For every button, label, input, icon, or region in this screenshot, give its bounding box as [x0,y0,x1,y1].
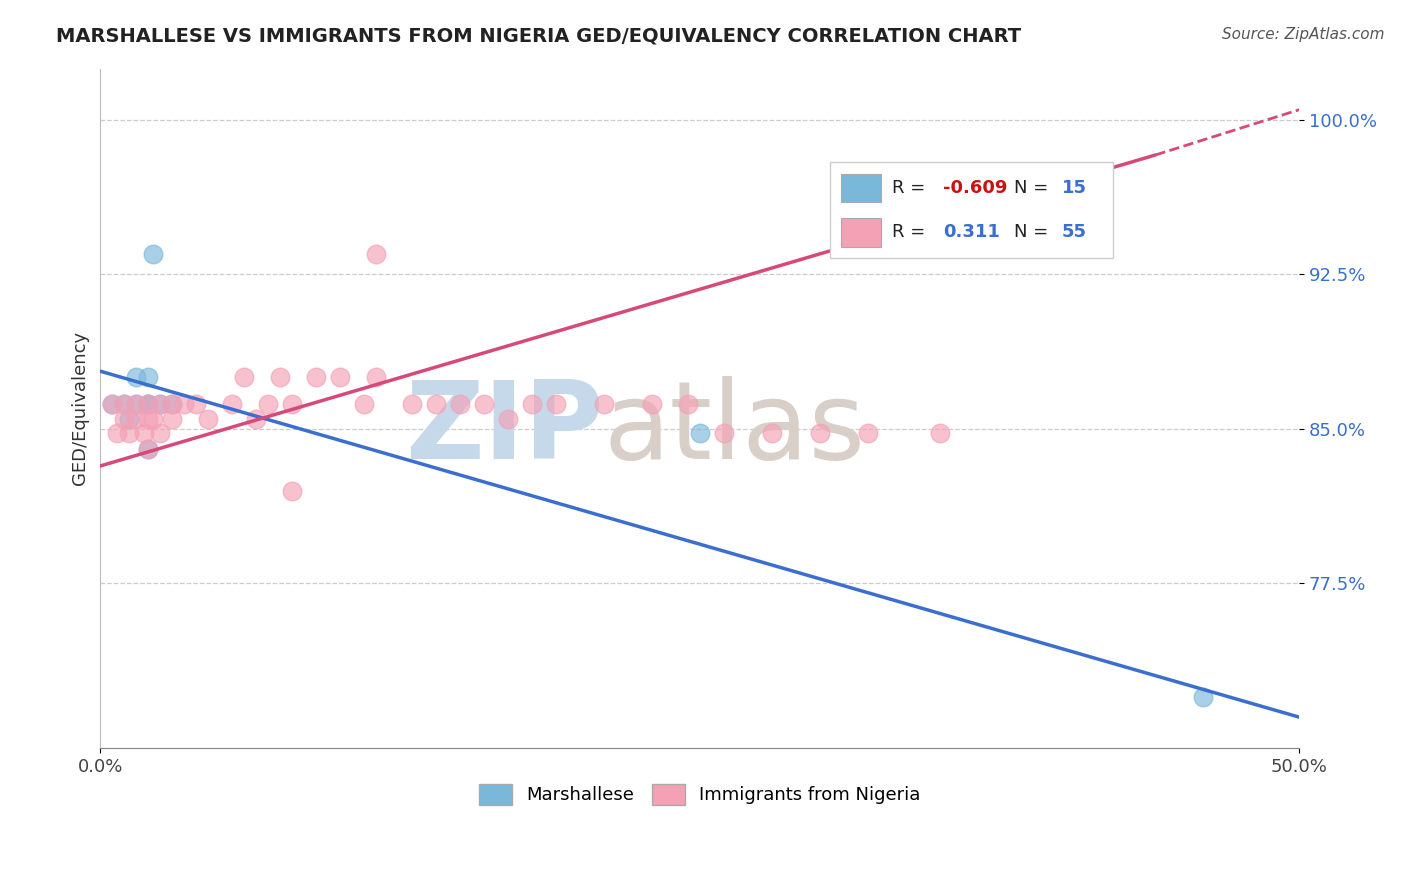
Text: N =: N = [1014,223,1053,241]
Point [101,397,124,411]
Text: R =: R = [891,179,931,197]
Point [162,411,184,425]
Point [808,425,831,440]
Point [281,483,304,498]
Point [544,397,567,411]
Y-axis label: GED/Equivalency: GED/Equivalency [72,331,89,485]
Point [112,397,135,411]
Text: R =: R = [891,223,931,241]
Point [142,247,165,261]
Point [520,397,543,411]
Point [105,425,128,440]
Point [125,397,148,411]
Point [257,397,280,411]
Point [136,397,159,411]
Point [269,370,291,384]
Point [173,397,195,411]
Point [125,411,148,425]
Point [162,397,184,411]
Text: 0.311: 0.311 [943,223,1000,241]
Point [641,397,664,411]
Point [136,397,159,411]
Point [1192,690,1215,704]
Point [112,411,135,425]
Bar [841,218,880,246]
Point [305,370,328,384]
Bar [841,174,880,202]
Point [101,397,124,411]
Point [496,411,519,425]
Point [353,397,375,411]
Point [149,397,172,411]
Point [149,397,172,411]
Point [136,442,159,457]
Point [281,397,304,411]
Point [221,397,243,411]
Point [136,442,159,457]
Point [149,425,172,440]
Point [136,397,159,411]
Text: ZIP: ZIP [405,376,603,482]
Point [245,411,267,425]
Point [136,370,159,384]
Point [364,370,387,384]
Point [472,397,495,411]
Point [713,425,735,440]
Point [425,397,447,411]
Point [676,397,699,411]
Point [928,425,950,440]
Point [197,411,219,425]
Point [136,411,159,425]
Point [689,425,711,440]
Point [112,397,135,411]
Point [118,425,141,440]
Text: atlas: atlas [603,376,866,482]
Point [364,247,387,261]
Text: Source: ZipAtlas.com: Source: ZipAtlas.com [1222,27,1385,42]
Legend: Marshallese, Immigrants from Nigeria: Marshallese, Immigrants from Nigeria [470,775,929,814]
Point [186,397,208,411]
Point [142,411,165,425]
Point [449,397,471,411]
Text: N =: N = [1014,179,1053,197]
Text: MARSHALLESE VS IMMIGRANTS FROM NIGERIA GED/EQUIVALENCY CORRELATION CHART: MARSHALLESE VS IMMIGRANTS FROM NIGERIA G… [56,27,1021,45]
Point [233,370,256,384]
Point [856,425,879,440]
Point [401,397,423,411]
Point [118,411,141,425]
Point [132,425,155,440]
Point [592,397,614,411]
Point [125,370,148,384]
Point [761,425,783,440]
Text: -0.609: -0.609 [943,179,1007,197]
Point [329,370,352,384]
Text: 15: 15 [1062,179,1087,197]
Text: 55: 55 [1062,223,1087,241]
Point [162,397,184,411]
Point [125,397,148,411]
